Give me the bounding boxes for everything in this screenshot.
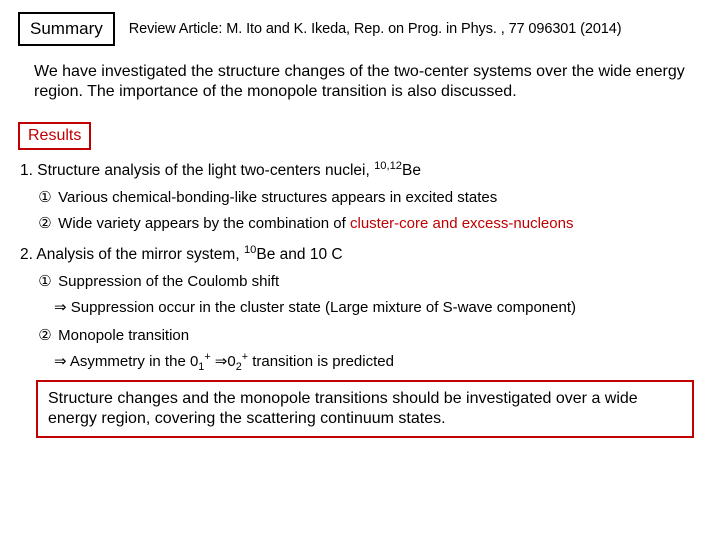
- summary-label: Summary: [30, 19, 103, 38]
- results-label: Results: [28, 127, 81, 144]
- header-row: Summary Review Article: M. Ito and K. Ik…: [18, 12, 702, 46]
- sec2-arrow2-post: transition is predicted: [248, 353, 394, 370]
- arrow-icon: ⇒: [54, 299, 67, 316]
- sec1-item1: ① Various chemical-bonding-like structur…: [36, 188, 702, 206]
- section2-title: 2. Analysis of the mirror system, 10Be a…: [20, 246, 702, 264]
- review-citation: Review Article: M. Ito and K. Ikeda, Rep…: [129, 21, 622, 37]
- sec1-title-post: Be: [402, 162, 421, 179]
- sec2-title-post: Be and 10 C: [256, 246, 342, 263]
- summary-box: Summary: [18, 12, 115, 46]
- circled-2-icon: ②: [36, 326, 54, 344]
- section1-title: 1. Structure analysis of the light two-c…: [20, 162, 702, 180]
- sec1-item1-text: Various chemical-bonding-like structures…: [54, 189, 497, 206]
- circled-1-icon: ①: [36, 188, 54, 206]
- sec2-arrow2-mid: ⇒0: [211, 353, 236, 370]
- intro-paragraph: We have investigated the structure chang…: [34, 62, 702, 102]
- sec2-item1-text: Suppression of the Coulomb shift: [54, 273, 279, 290]
- results-box: Results: [18, 122, 91, 150]
- sec2-title-sup: 10: [244, 244, 256, 256]
- sec2-item2-text: Monopole transition: [54, 327, 189, 344]
- sec1-item2: ② Wide variety appears by the combinatio…: [36, 214, 702, 232]
- sec2-arrow1: ⇒ Suppression occur in the cluster state…: [54, 298, 702, 316]
- circled-2-icon: ②: [36, 214, 54, 232]
- sec1-title-sup: 10,12: [374, 160, 402, 172]
- sec2-item2: ② Monopole transition: [36, 326, 702, 344]
- sec2-arrow2-pre: Asymmetry in the 0: [67, 353, 199, 370]
- circled-1-icon: ①: [36, 272, 54, 290]
- sec2-arrow2: ⇒ Asymmetry in the 01+ ⇒02+ transition i…: [54, 352, 702, 370]
- arrow-icon: ⇒: [54, 353, 67, 370]
- conclusion-box: Structure changes and the monopole trans…: [36, 380, 694, 438]
- sec1-item2-red: cluster-core and excess-nucleons: [350, 215, 573, 232]
- sec2-title-pre: 2. Analysis of the mirror system,: [20, 246, 244, 263]
- sec1-title-pre: 1. Structure analysis of the light two-c…: [20, 162, 374, 179]
- sec1-item2-pre: Wide variety appears by the combination …: [54, 215, 350, 232]
- sec2-item1: ① Suppression of the Coulomb shift: [36, 272, 702, 290]
- sec2-arrow1-text: Suppression occur in the cluster state (…: [67, 299, 576, 316]
- conclusion-text: Structure changes and the monopole trans…: [48, 390, 638, 427]
